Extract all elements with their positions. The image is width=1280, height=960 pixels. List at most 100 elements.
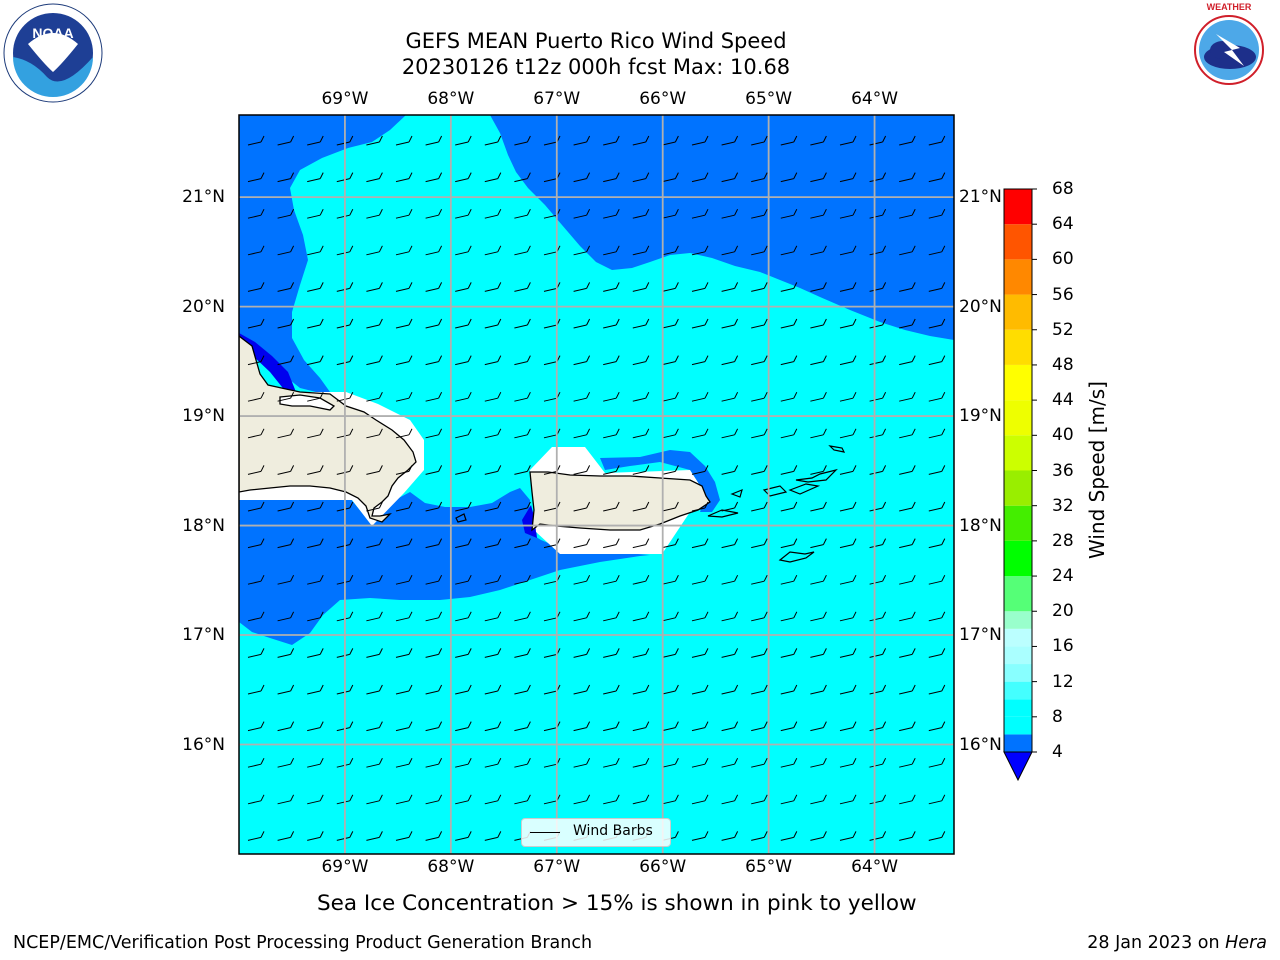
wind-barb [425,208,443,219]
wind-barb [455,721,472,732]
wind-barb [751,648,768,658]
wind-barb [780,684,798,695]
colorbar-tick-label: 44 [1052,390,1074,411]
wind-barb [780,245,798,256]
wind-barb [395,611,413,622]
lon-label-top: 64°W [851,89,899,109]
wind-barb [721,428,739,439]
wind-barb [662,172,679,183]
wind-barb [751,135,768,146]
wind-barb [632,538,650,549]
wind-barb [662,391,679,402]
wind-barb [514,135,531,146]
wind-barb [366,208,383,219]
colorbar-segment [1004,664,1032,682]
wind-barb [573,245,591,256]
wind-barb [603,391,620,402]
wind-barb [839,721,857,732]
wind-barb [810,135,827,146]
wind-barb [573,282,591,292]
land-islet-6 [828,445,846,453]
wind-barb [484,428,502,439]
wind-barb [307,428,324,439]
wind-barb [751,538,768,549]
chart-title-line1: GEFS MEAN Puerto Rico Wind Speed [405,29,787,53]
wind-barb [839,172,857,183]
wind-barb [810,757,827,768]
wind-barb [839,611,857,622]
wind-barb [662,135,679,146]
wind-barb [425,794,443,805]
wind-barb [721,538,739,549]
wind-barb [366,611,383,622]
wind-barb [277,794,295,805]
wind-barb [573,611,591,622]
wind-barb [603,428,620,439]
wind-barb [484,684,502,695]
wind-barb [247,135,265,146]
wind-barb [662,245,679,256]
wind-barb [780,648,798,658]
wind-barb [366,757,383,768]
wind-barb [662,794,679,805]
wind-barb [514,721,531,732]
wind-barb [307,135,324,146]
lon-label-bottom: 66°W [639,857,687,877]
wind-barb [780,721,798,732]
wind-barb [928,172,946,183]
wind-barb [691,501,709,512]
wind-barb [928,794,946,805]
footer-date: 28 Jan 2023 on [1087,933,1226,953]
wind-barb [632,172,650,183]
wind-barb [484,611,502,622]
wind-barb [899,684,916,695]
wind-barb [484,282,502,292]
wind-barb [721,355,739,366]
wind-barb [839,831,857,841]
colorbar-tick-label: 64 [1052,214,1074,235]
wind-barb [455,831,472,841]
colorbar-segment [1004,611,1032,629]
wind-barb [395,318,413,329]
wind-barb [366,831,383,841]
wind-barb [899,538,916,549]
wind-barb [839,648,857,658]
wind-barb [336,172,354,183]
wind-barb [721,757,739,768]
wind-barb [395,721,413,732]
wind-barb [839,391,857,402]
wind-barb [780,172,798,183]
wind-barb [514,538,531,549]
wind-barb [751,391,768,402]
wind-barb [247,172,265,183]
wind-barb [751,318,768,329]
wind-barb [899,208,916,219]
wind-barb [247,208,265,219]
wind-barb [869,172,887,183]
land-puerto-rico [529,471,711,532]
wind-barb [928,355,946,366]
wind-barb [721,684,739,695]
wind-barb [395,391,413,402]
wind-barb [395,355,413,366]
wind-barb [869,684,887,695]
wind-barb [780,574,798,585]
wind-barb [780,794,798,805]
land-islet-2 [730,488,743,498]
wind-barb [307,794,324,805]
lon-label-bottom: 69°W [321,857,369,877]
wind-barb [336,501,354,512]
colorbar-tick-label: 24 [1052,566,1074,587]
wind-barb [277,684,295,695]
wind-barb [455,465,472,475]
wind-barb [247,574,265,585]
wind-barb [455,757,472,768]
wind-barb [247,611,265,622]
wind-barb [277,245,295,256]
wind-barb [484,501,502,512]
colorbar-segment [1004,699,1032,717]
wind-barb [632,721,650,732]
wind-barb [484,208,502,219]
wind-barb [277,757,295,768]
wind-barb [425,465,443,475]
